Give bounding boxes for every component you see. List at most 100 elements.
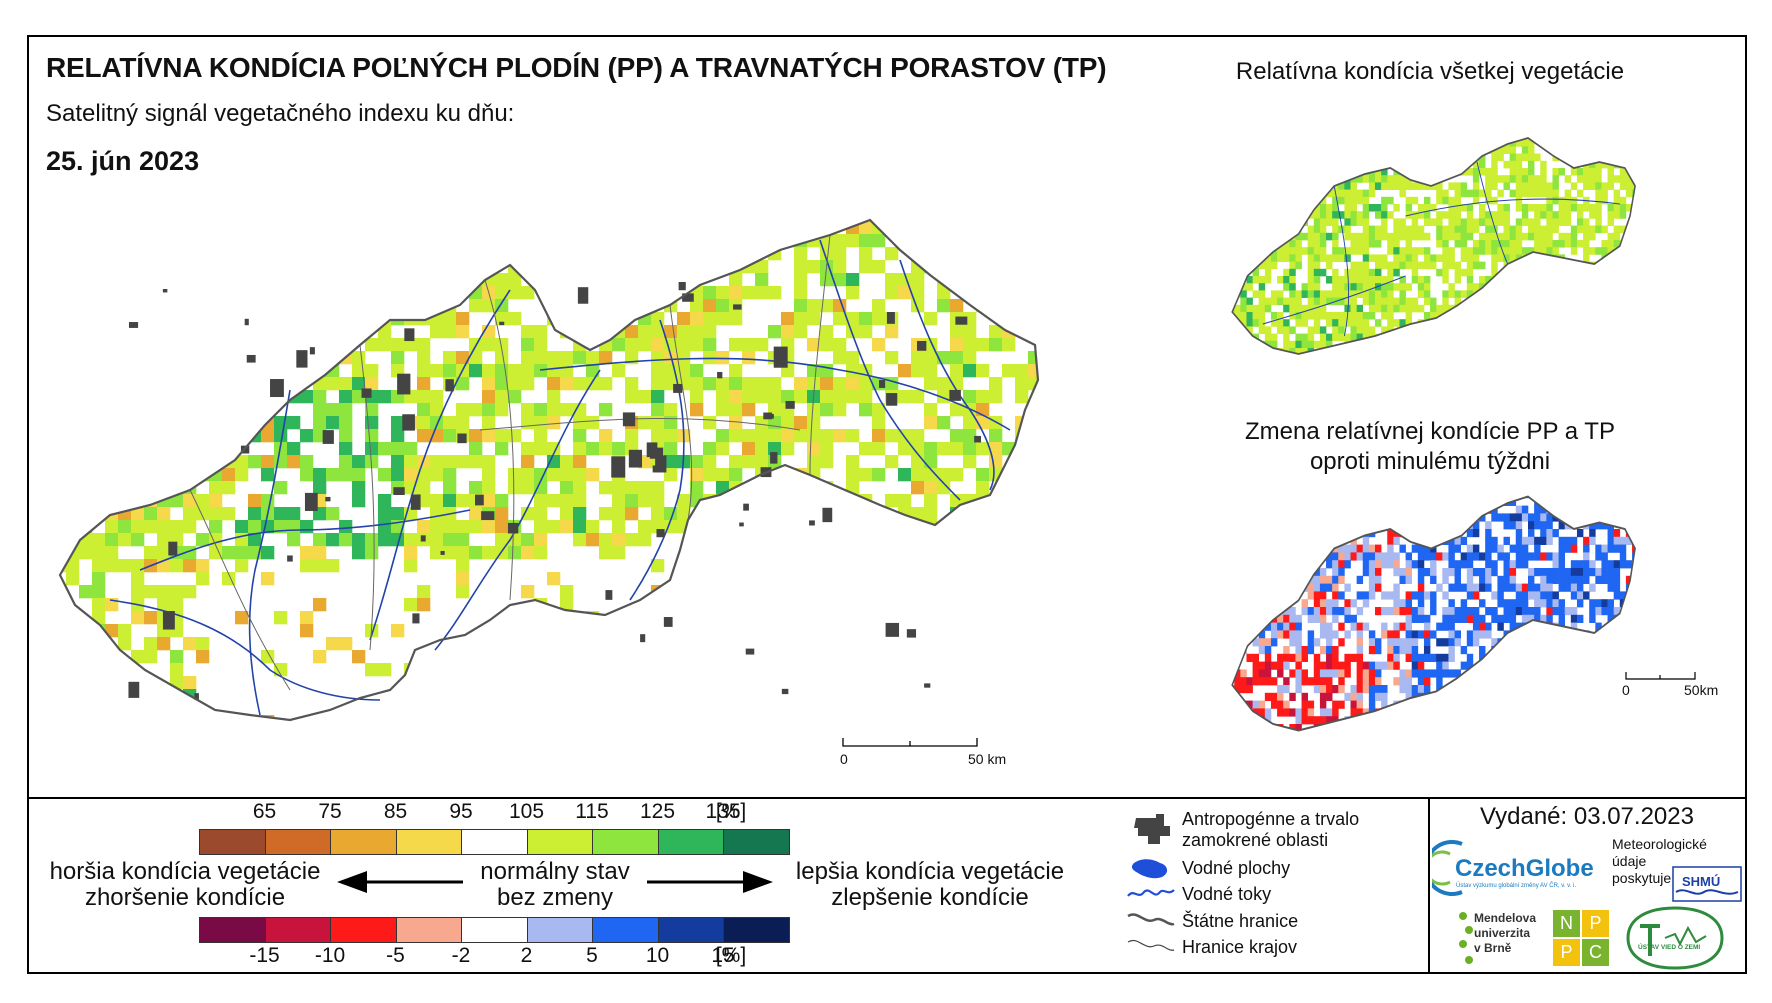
raster-cell xyxy=(755,767,768,780)
raster-cell xyxy=(313,559,327,573)
raster-cell xyxy=(1106,676,1119,689)
raster-cell xyxy=(1430,560,1437,569)
raster-cell xyxy=(1460,552,1468,561)
raster-cell xyxy=(1002,650,1016,664)
raster-cell xyxy=(1283,268,1290,277)
raster-cell xyxy=(586,156,599,169)
raster-cell xyxy=(742,221,756,235)
raster-cell xyxy=(1132,637,1145,650)
raster-cell xyxy=(118,507,132,521)
raster-cell xyxy=(1528,232,1535,241)
raster-cell xyxy=(1368,497,1376,506)
raster-cell xyxy=(1399,182,1406,190)
raster-cell xyxy=(53,156,66,169)
raster-cell xyxy=(1277,160,1284,169)
raster-cell xyxy=(1158,663,1170,676)
raster-cell xyxy=(170,221,184,235)
raster-cell xyxy=(573,507,587,521)
raster-cell xyxy=(105,220,119,222)
raster-cell xyxy=(703,182,716,195)
raster-cell xyxy=(144,442,158,456)
raster-cell xyxy=(157,286,171,300)
raster-cell xyxy=(1405,348,1413,355)
raster-cell xyxy=(144,299,158,313)
raster-cell xyxy=(1295,319,1302,327)
raster-cell xyxy=(1485,319,1492,327)
raster-cell xyxy=(508,273,522,287)
raster-cell xyxy=(755,728,768,741)
raster-cell xyxy=(1466,153,1474,162)
raster-cell xyxy=(1558,139,1566,147)
raster-cell xyxy=(1528,225,1535,234)
raster-cell xyxy=(1411,182,1419,190)
raster-cell xyxy=(1638,211,1642,219)
raster-cell xyxy=(326,312,340,326)
urban-area xyxy=(673,383,683,393)
raster-cell xyxy=(1576,496,1584,499)
raster-cell xyxy=(1570,583,1578,592)
urban-area xyxy=(244,318,249,326)
raster-cell xyxy=(1119,507,1132,520)
raster-cell xyxy=(768,676,782,690)
raster-cell xyxy=(170,598,184,612)
raster-cell xyxy=(1399,232,1406,241)
raster-cell xyxy=(222,351,236,365)
raster-cell xyxy=(1232,153,1235,162)
raster-cell xyxy=(1080,416,1093,429)
raster-cell xyxy=(924,220,938,222)
raster-cell xyxy=(1387,175,1394,183)
raster-cell xyxy=(547,234,561,248)
raster-cell xyxy=(1158,130,1170,143)
raster-cell xyxy=(1234,138,1241,140)
raster-cell xyxy=(1509,319,1517,327)
raster-cell xyxy=(131,507,145,521)
raster-cell xyxy=(1363,370,1369,378)
raster-cell xyxy=(417,689,431,703)
raster-cell xyxy=(716,221,730,235)
raster-cell xyxy=(209,520,223,534)
raster-cell xyxy=(1399,521,1406,530)
raster-cell xyxy=(105,234,119,248)
raster-cell xyxy=(1344,160,1351,169)
raster-cell xyxy=(1552,146,1559,154)
raster-cell xyxy=(1632,138,1636,140)
raster-cell xyxy=(1054,689,1067,702)
raster-cell xyxy=(807,624,821,638)
raster-cell xyxy=(1540,189,1547,198)
raster-cell xyxy=(1607,168,1614,176)
raster-cell xyxy=(1485,175,1492,183)
raster-cell xyxy=(1558,568,1566,577)
raster-cell xyxy=(235,390,249,404)
raster-cell xyxy=(1485,312,1492,320)
raster-cell xyxy=(1344,146,1351,154)
raster-cell xyxy=(1283,326,1290,334)
urban-area xyxy=(886,393,898,406)
raster-cell xyxy=(118,533,132,547)
raster-cell xyxy=(1625,304,1633,313)
raster-cell xyxy=(1158,273,1170,286)
raster-cell xyxy=(1577,370,1583,378)
raster-cell xyxy=(1589,497,1596,506)
raster-cell xyxy=(222,182,235,195)
raster-cell xyxy=(924,572,938,586)
raster-cell xyxy=(1460,138,1468,140)
raster-cell xyxy=(1625,536,1633,545)
raster-cell xyxy=(1246,362,1252,370)
raster-cell xyxy=(1515,240,1523,248)
raster-cell xyxy=(1080,546,1093,559)
raster-cell xyxy=(638,195,651,208)
raster-cell xyxy=(1625,340,1633,349)
raster-cell xyxy=(417,338,431,352)
raster-cell xyxy=(1381,196,1388,205)
raster-cell xyxy=(1466,225,1474,234)
raster-cell xyxy=(1002,702,1016,716)
raster-cell xyxy=(1528,536,1535,545)
raster-cell xyxy=(443,351,457,365)
raster-cell xyxy=(1246,261,1253,270)
raster-cell xyxy=(716,767,729,780)
raster-cell xyxy=(1466,218,1474,226)
raster-cell xyxy=(1583,297,1590,306)
raster-cell xyxy=(833,429,847,443)
raster-cell xyxy=(1338,552,1345,561)
raster-cell xyxy=(1387,529,1394,538)
